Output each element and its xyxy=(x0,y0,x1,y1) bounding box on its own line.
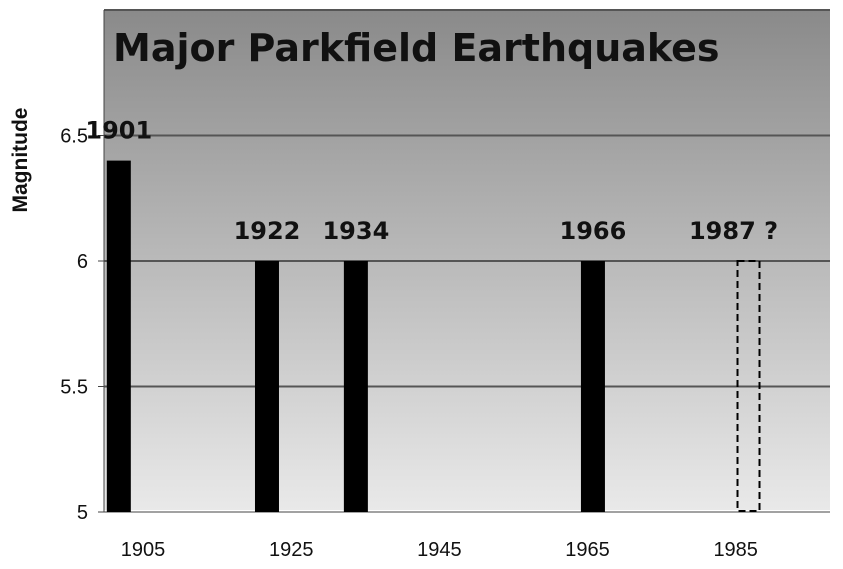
x-tick-label: 1945 xyxy=(417,539,462,561)
bar xyxy=(106,160,131,512)
y-tick-label: 6 xyxy=(77,251,88,273)
bar-label: 1901 xyxy=(85,117,152,145)
bar xyxy=(580,261,605,512)
chart-title: Major Parkfield Earthquakes xyxy=(113,26,720,70)
bars xyxy=(106,160,761,512)
x-tick-label: 1985 xyxy=(713,539,758,561)
bar-label: 1922 xyxy=(234,217,301,245)
y-tick-labels: 5 5.5 6 6.5 xyxy=(60,126,104,524)
y-tick-label: 5 xyxy=(77,502,88,524)
bar-label: 1934 xyxy=(322,217,389,245)
gridlines xyxy=(104,9,830,388)
bar-labels: 1901 1922 1934 1966 1987 ? xyxy=(85,117,778,245)
x-tick-labels: 1905 1925 1945 1965 1985 xyxy=(121,539,758,561)
bar-label: 1966 xyxy=(560,217,627,245)
bar-label: 1987 ? xyxy=(689,217,778,245)
x-tick-label: 1965 xyxy=(565,539,610,561)
y-tick-label: 5.5 xyxy=(60,377,88,399)
x-tick-label: 1905 xyxy=(121,539,166,561)
bar xyxy=(254,261,279,512)
x-tick-label: 1925 xyxy=(269,539,314,561)
bar-forecast xyxy=(736,260,761,512)
y-axis-label: Magnitude xyxy=(9,108,32,213)
y-tick-label: 6.5 xyxy=(60,126,88,148)
bar xyxy=(343,261,368,512)
